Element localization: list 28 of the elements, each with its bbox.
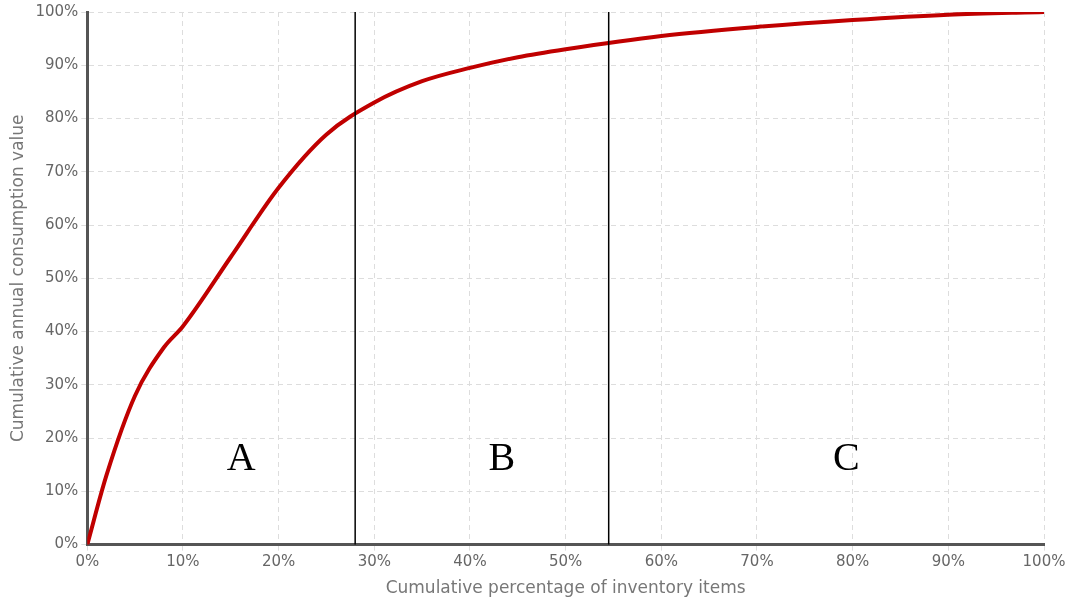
x-axis-title: Cumulative percentage of inventory items (385, 577, 746, 598)
x-tick-label: 80% (835, 552, 870, 571)
y-tick-label: 30% (44, 374, 79, 393)
annotation: A (226, 433, 256, 479)
y-tick-label: 0% (54, 534, 79, 553)
x-tick-label: 90% (931, 552, 965, 571)
y-tick-label: 70% (44, 161, 79, 180)
y-tick-label: 90% (44, 55, 79, 74)
x-tick-label: 70% (740, 552, 774, 571)
y-tick-label: 60% (44, 214, 79, 233)
y-axis-title: Cumulative annual consumption value (6, 114, 27, 443)
x-tick-label: 60% (644, 552, 678, 571)
x-tick-label: 100% (1022, 552, 1066, 571)
y-tick-label: 50% (44, 268, 79, 287)
annotation: C (833, 433, 860, 479)
x-tick-label: 50% (548, 552, 583, 571)
y-tick-label: 80% (44, 108, 79, 127)
x-tick-label: 10% (166, 552, 200, 571)
line-series (87, 12, 1044, 545)
x-tick-label: 20% (261, 552, 296, 571)
y-tick-label: 20% (44, 427, 79, 446)
y-tick-label: 100% (35, 1, 79, 20)
annotation: B (488, 433, 516, 479)
x-tick-label: 30% (357, 552, 391, 571)
x-tick-label: 0% (75, 552, 100, 571)
y-tick-label: 10% (44, 481, 79, 500)
y-tick-label: 40% (44, 321, 79, 340)
x-tick-label: 40% (453, 552, 487, 571)
